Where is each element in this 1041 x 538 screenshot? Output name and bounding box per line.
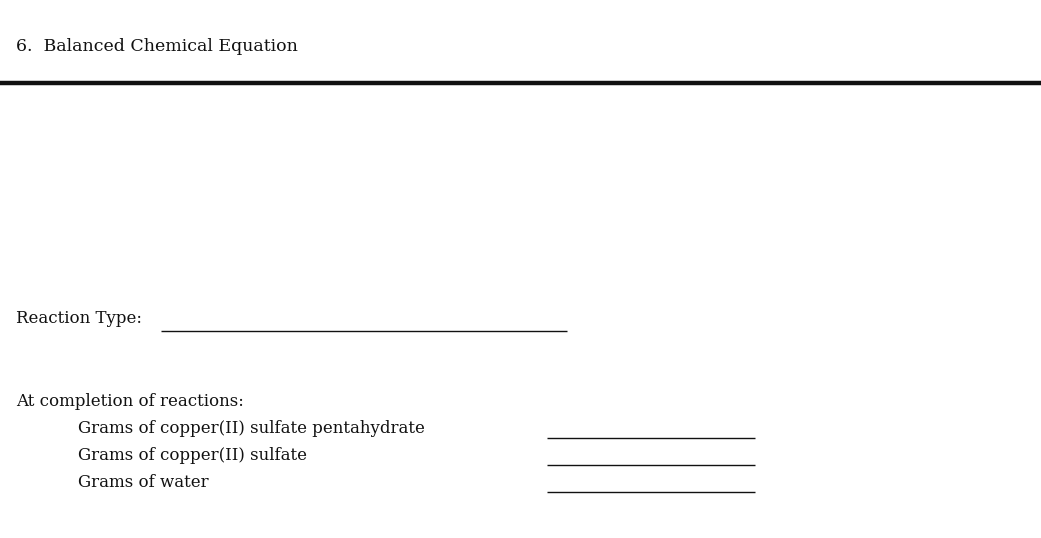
Text: Grams of copper(II) sulfate: Grams of copper(II) sulfate <box>78 447 307 464</box>
Text: At completion of reactions:: At completion of reactions: <box>16 393 244 410</box>
Text: Grams of copper(II) sulfate pentahydrate: Grams of copper(II) sulfate pentahydrate <box>78 420 425 437</box>
Text: Reaction Type:: Reaction Type: <box>16 310 142 327</box>
Text: Grams of water: Grams of water <box>78 474 208 491</box>
Text: 6.  Balanced Chemical Equation: 6. Balanced Chemical Equation <box>16 38 298 55</box>
